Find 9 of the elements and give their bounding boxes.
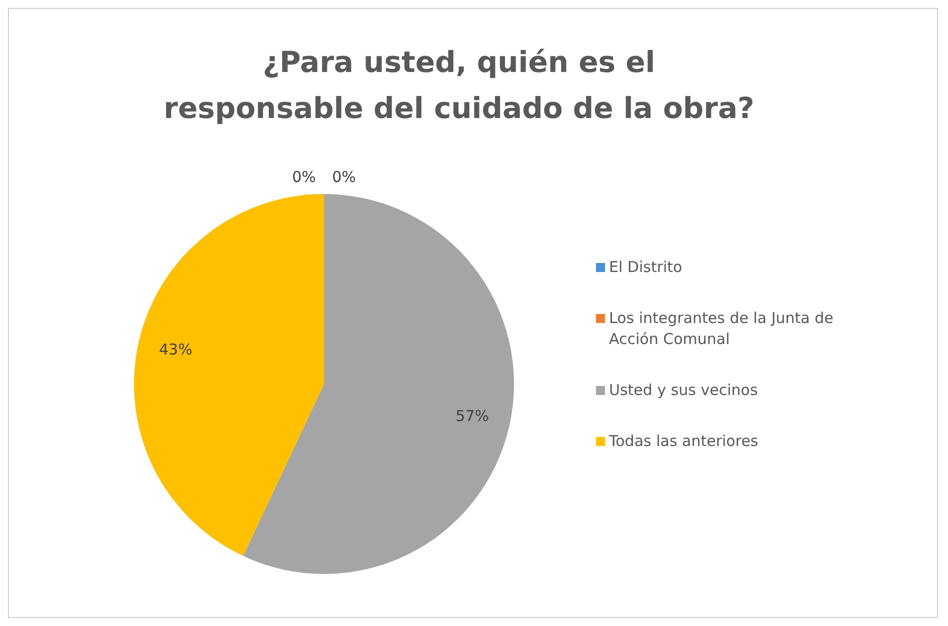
legend-label: El Distrito xyxy=(609,257,684,278)
text: 0% xyxy=(332,168,356,186)
legend-label: Los integrantes de la Junta de Acción Comunal xyxy=(609,308,834,350)
legend-label: Todas las anteriores xyxy=(609,431,760,452)
data-label: 57% xyxy=(456,407,490,426)
text: 0% xyxy=(292,168,316,186)
legend-label: Usted y sus vecinos xyxy=(609,380,759,401)
chart-title: ¿Para usted, quién es el responsable del cuidado de la obra? xyxy=(162,44,756,127)
data-label: 43% xyxy=(158,340,192,359)
